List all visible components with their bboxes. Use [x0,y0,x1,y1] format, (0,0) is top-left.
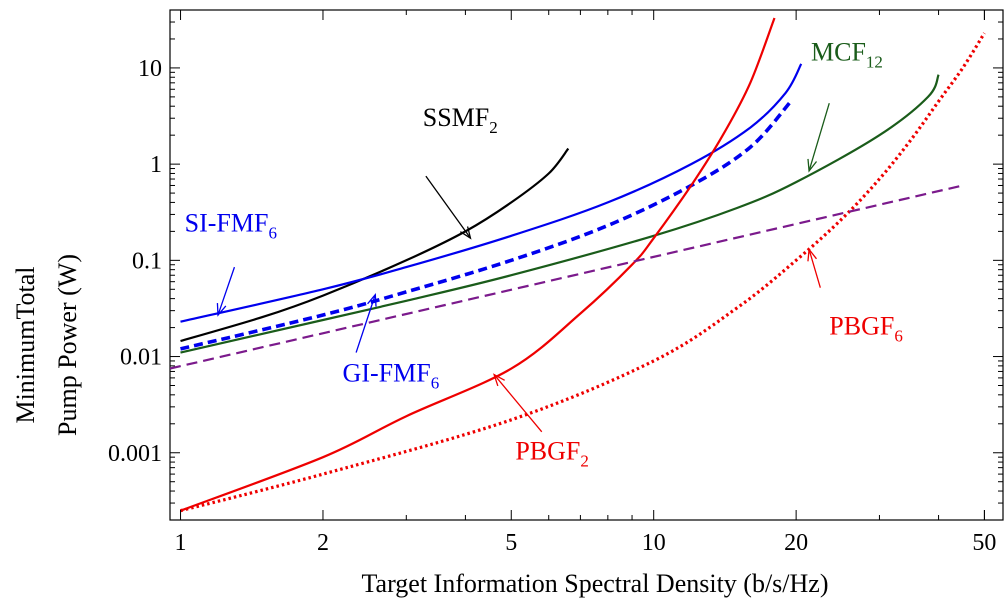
y-tick-label: 0.1 [132,248,162,274]
y-tick-label: 0.01 [120,345,162,371]
ticks: 1 2 5 10 20 50 0.001 0.01 0.1 1 10 [108,9,1003,556]
annotation-label-mcf12: MCF12 [811,37,883,71]
y-tick-label: 10 [138,56,162,82]
x-tick-label: 10 [642,530,666,556]
y-axis-title-line2: Pump Power (W) [53,254,82,436]
series-line-si-fmf6 [180,63,803,323]
x-tick-label: 50 [972,530,996,556]
x-tick-label: 20 [784,530,808,556]
x-tick-label: 5 [505,530,517,556]
annotation-arrow-mcf12 [808,103,830,172]
series-line-mcf12 [180,74,940,354]
annotation-arrow-ssmf2 [425,175,472,239]
series-line-ssmf2 [180,147,570,343]
annotation-label-pbgf6: PBGF6 [829,311,903,345]
annotation-arrow-pbgf6 [808,249,821,288]
annotation-arrow-si-fmf6 [217,266,236,316]
annotation-label-pbgf2: PBGF2 [515,437,589,471]
annotation-arrowhead [460,226,472,240]
annotation-arrow-pbgf2 [493,374,543,433]
x-tick-label: 1 [175,530,187,556]
annotation-arrowhead [493,373,505,387]
annotation-arrow-gi-fmf6 [355,294,376,353]
annotation-arrowhead [807,158,818,173]
annotation-label-ssmf2: SSMF2 [423,103,498,137]
plot-border [169,9,1004,521]
annotation-label-si-fmf6: SI-FMF6 [185,208,277,242]
series-line-pbgf6 [180,32,986,513]
y-tick-label: 1 [150,152,162,178]
x-tick-label: 2 [317,530,329,556]
series-line-pbgf2 [180,17,776,512]
x-axis-title: Target Information Spectral Density (b/s… [361,569,828,598]
series-line-reference [170,184,964,370]
curves [170,17,986,513]
plot-frame [169,9,1004,521]
y-tick-label: 0.001 [108,441,162,467]
y-axis-title-line1: MinimumTotal [11,266,40,423]
annotation-label-gi-fmf6: GI-FMF6 [343,359,440,393]
annotations: SSMF2 SI-FMF6 GI-FMF6 MCF12 PBGF6 PBGF2 [185,37,903,470]
annotation-arrowhead [216,303,227,317]
series-line-gi-fmf6 [180,100,793,351]
annotation-arrowhead [807,247,817,262]
annotation-arrowhead [367,292,377,307]
